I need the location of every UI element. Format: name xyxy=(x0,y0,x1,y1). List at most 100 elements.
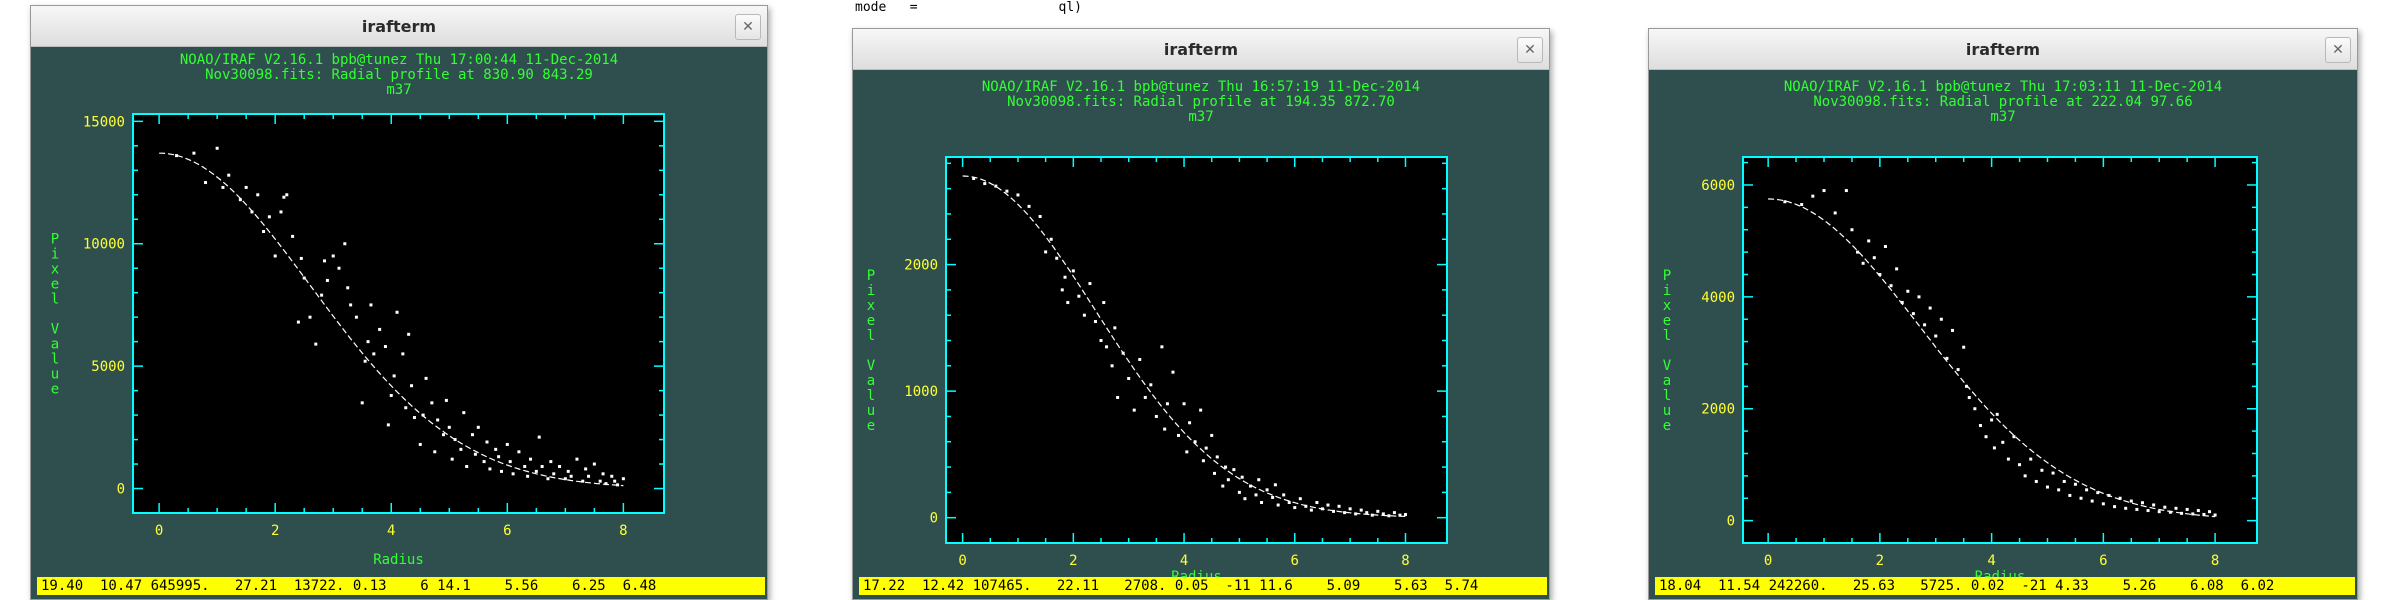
data-point xyxy=(1082,313,1086,317)
irafterm-window-3[interactable]: irafterm ✕ NOAO/IRAF V2.16.1 bpb@tunez T… xyxy=(1648,28,2358,600)
data-point xyxy=(262,229,266,233)
data-point xyxy=(1232,468,1236,472)
data-point xyxy=(1984,435,1988,439)
data-point xyxy=(511,472,515,476)
data-point xyxy=(1185,450,1189,454)
data-point xyxy=(537,435,541,439)
data-point xyxy=(395,310,399,314)
x-tick-label: 0 xyxy=(958,553,966,569)
data-point xyxy=(1895,267,1899,271)
data-point xyxy=(433,450,437,454)
x-tick-label: 6 xyxy=(2099,553,2107,569)
data-point xyxy=(441,433,445,437)
data-point xyxy=(302,276,306,280)
data-point xyxy=(575,457,579,461)
data-point xyxy=(587,474,591,478)
data-point xyxy=(1171,370,1175,374)
data-point xyxy=(1392,511,1396,515)
data-point xyxy=(363,359,367,363)
data-point xyxy=(1282,493,1286,497)
data-point xyxy=(1063,275,1067,279)
data-point xyxy=(1260,501,1264,505)
data-point xyxy=(2196,509,2200,513)
close-button[interactable]: ✕ xyxy=(2325,37,2351,63)
data-point xyxy=(215,146,219,150)
data-point xyxy=(2090,499,2094,503)
close-button[interactable]: ✕ xyxy=(1517,37,1543,63)
data-point xyxy=(1110,364,1114,368)
data-point xyxy=(2096,491,2100,495)
data-point xyxy=(1038,214,1042,218)
data-point xyxy=(354,315,358,319)
irafterm-window-1[interactable]: irafterm ✕ NOAO/IRAF V2.16.1 bpb@tunez T… xyxy=(30,5,768,600)
data-point xyxy=(1889,284,1893,288)
data-point xyxy=(1900,300,1904,304)
data-point xyxy=(308,315,312,319)
data-point xyxy=(1883,245,1887,249)
data-point xyxy=(1121,351,1125,355)
header-line: NOAO/IRAF V2.16.1 bpb@tunez Thu 17:00:44… xyxy=(180,52,618,68)
window-titlebar[interactable]: irafterm ✕ xyxy=(853,29,1549,70)
data-point xyxy=(517,450,521,454)
data-point xyxy=(1844,189,1848,193)
data-point xyxy=(2174,506,2178,510)
data-point xyxy=(1221,484,1225,488)
data-point xyxy=(1177,433,1181,437)
status-readout: 17.22 12.42 107465. 22.11 2708. 0.05 -11… xyxy=(859,577,1547,595)
data-point xyxy=(447,425,451,429)
data-point xyxy=(1783,200,1787,204)
data-point xyxy=(204,181,208,185)
data-point xyxy=(558,464,562,468)
data-point xyxy=(175,154,179,158)
data-point xyxy=(1992,446,1996,450)
data-point xyxy=(1293,506,1297,510)
data-point xyxy=(407,332,411,336)
window-titlebar[interactable]: irafterm ✕ xyxy=(31,6,767,47)
data-point xyxy=(1201,459,1205,463)
data-point xyxy=(2045,485,2049,489)
data-point xyxy=(546,477,550,481)
data-point xyxy=(566,469,570,473)
radial-profile-plot: NOAO/IRAF V2.16.1 bpb@tunez Thu 17:00:44… xyxy=(51,52,665,568)
data-point xyxy=(2101,502,2105,506)
data-point xyxy=(2012,435,2016,439)
header-line: NOAO/IRAF V2.16.1 bpb@tunez Thu 17:03:11… xyxy=(1784,79,2222,95)
data-point xyxy=(1163,427,1167,431)
data-point xyxy=(2034,479,2038,483)
x-tick-label: 8 xyxy=(1401,553,1409,569)
data-point xyxy=(282,195,286,199)
data-point xyxy=(1127,376,1131,380)
x-axis-label: Radius xyxy=(373,552,424,568)
data-point xyxy=(453,438,457,442)
data-point xyxy=(1833,211,1837,215)
data-point xyxy=(346,286,350,290)
data-point xyxy=(2023,474,2027,478)
fit-curve xyxy=(159,152,624,487)
data-point xyxy=(389,394,393,398)
close-icon: ✕ xyxy=(1524,42,1536,58)
data-point xyxy=(2202,512,2206,516)
data-point xyxy=(1354,512,1358,516)
data-point xyxy=(1850,228,1854,232)
x-tick-label: 2 xyxy=(1876,553,1884,569)
data-point xyxy=(621,477,625,481)
window-titlebar[interactable]: irafterm ✕ xyxy=(1649,29,2357,70)
data-point xyxy=(256,193,260,197)
data-point xyxy=(604,482,608,486)
data-point xyxy=(1387,514,1391,518)
window-title: irafterm xyxy=(1965,39,2041,59)
irafterm-window-2[interactable]: irafterm ✕ NOAO/IRAF V2.16.1 bpb@tunez T… xyxy=(852,28,1550,600)
data-point xyxy=(1304,504,1308,508)
data-point xyxy=(349,303,353,307)
data-point xyxy=(476,425,480,429)
data-point xyxy=(1271,495,1275,499)
data-point xyxy=(497,455,501,459)
data-point xyxy=(325,278,329,282)
data-point xyxy=(337,266,341,270)
data-point xyxy=(549,460,553,464)
close-button[interactable]: ✕ xyxy=(735,14,761,40)
data-point xyxy=(2140,501,2144,505)
data-point xyxy=(1403,513,1407,517)
y-tick-label: 10000 xyxy=(83,237,125,253)
data-point xyxy=(2107,493,2111,497)
